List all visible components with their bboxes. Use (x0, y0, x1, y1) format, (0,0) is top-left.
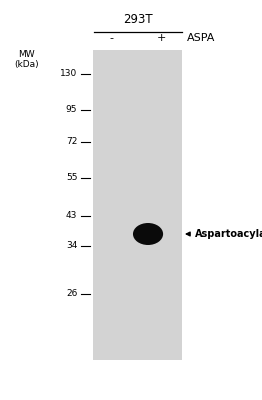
Text: 130: 130 (60, 70, 77, 78)
Text: 34: 34 (66, 242, 77, 250)
Text: MW
(kDa): MW (kDa) (14, 50, 39, 69)
Text: 95: 95 (66, 106, 77, 114)
Text: 26: 26 (66, 290, 77, 298)
Text: ASPA: ASPA (187, 33, 216, 43)
Text: 55: 55 (66, 174, 77, 182)
Text: 43: 43 (66, 212, 77, 220)
Text: 293T: 293T (123, 13, 152, 26)
Text: -: - (109, 33, 113, 43)
Text: 72: 72 (66, 138, 77, 146)
Bar (93, 50, 182, 360)
Ellipse shape (133, 223, 163, 245)
Text: Aspartoacylase: Aspartoacylase (195, 229, 262, 239)
Text: +: + (156, 33, 166, 43)
